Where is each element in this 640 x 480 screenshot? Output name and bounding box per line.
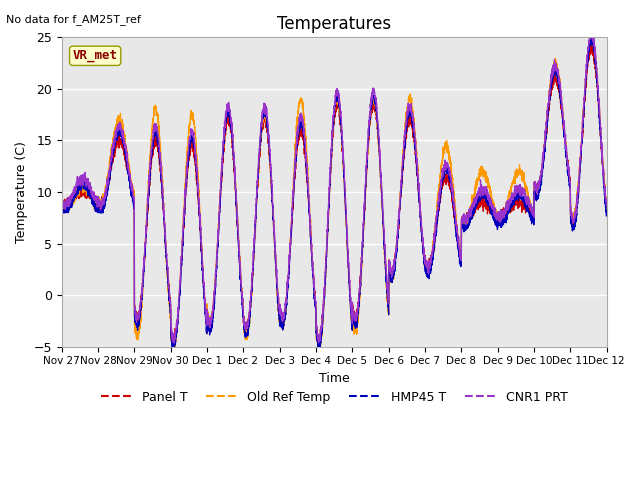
Text: No data for f_AM25T_ref: No data for f_AM25T_ref xyxy=(6,14,141,25)
Legend: Panel T, Old Ref Temp, HMP45 T, CNR1 PRT: Panel T, Old Ref Temp, HMP45 T, CNR1 PRT xyxy=(95,385,573,408)
Title: Temperatures: Temperatures xyxy=(277,15,391,33)
X-axis label: Time: Time xyxy=(319,372,349,385)
Y-axis label: Temperature (C): Temperature (C) xyxy=(15,141,28,243)
Text: VR_met: VR_met xyxy=(73,49,118,62)
